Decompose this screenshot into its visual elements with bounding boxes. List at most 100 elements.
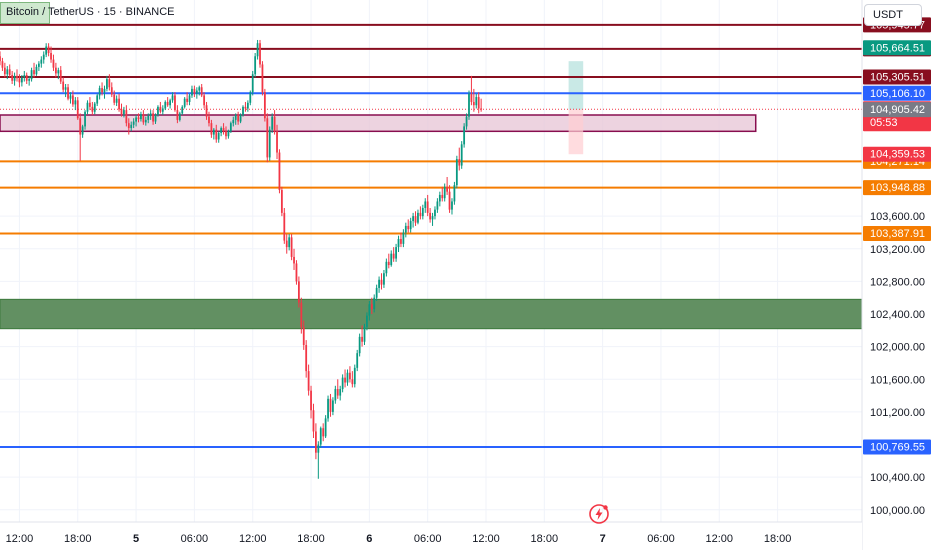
candle-body	[463, 126, 466, 145]
currency-selector[interactable]: USDT	[864, 4, 922, 26]
candle-body	[477, 97, 480, 109]
candle-body	[341, 377, 344, 390]
candle-body	[127, 123, 130, 129]
candle-body	[154, 115, 157, 122]
candle-body	[397, 238, 400, 248]
candle-body	[149, 113, 152, 116]
candle-body	[280, 190, 283, 213]
candle-body	[327, 398, 329, 419]
candle-body	[84, 111, 86, 127]
candle-body	[52, 59, 55, 68]
candle-body	[45, 46, 48, 55]
candle-body	[81, 126, 84, 135]
candle-body	[363, 327, 366, 342]
candle-body	[453, 185, 456, 202]
candle-body	[91, 106, 94, 112]
price-level-badge: 103,948.88	[870, 182, 925, 194]
candle-body	[273, 116, 276, 132]
candle-body	[203, 95, 206, 106]
candle-body	[339, 389, 342, 396]
symbol-highlight	[0, 2, 50, 24]
candle-body	[79, 118, 82, 135]
y-tick-label: 100,400.00	[870, 472, 925, 484]
candle-body	[310, 390, 312, 411]
price-badge-countdown: 05:53	[870, 117, 898, 129]
candle-body	[407, 225, 410, 230]
candle-body	[315, 431, 317, 453]
candle-body	[64, 87, 67, 90]
candle-body	[424, 201, 427, 208]
candle-body	[419, 212, 422, 217]
candle-body	[276, 131, 278, 153]
candle-body	[3, 67, 6, 75]
x-tick-label: 12:00	[6, 533, 34, 545]
candle-body	[140, 114, 142, 120]
x-tick-label: 06:00	[414, 533, 442, 545]
candle-body	[404, 225, 407, 233]
candle-body	[135, 117, 137, 122]
candle-body	[227, 131, 230, 137]
candle-body	[268, 129, 271, 158]
candle-body	[13, 75, 16, 81]
candle-body	[103, 88, 106, 93]
candle-body	[210, 123, 213, 135]
candle-body	[426, 201, 429, 213]
candle-body	[229, 123, 232, 132]
y-tick-label: 103,600.00	[870, 211, 925, 223]
candle-body	[54, 67, 57, 74]
candle-body	[366, 315, 368, 328]
candle-body	[96, 95, 99, 104]
candle-body	[232, 119, 235, 124]
candle-body	[76, 100, 79, 119]
x-tick-label: 6	[366, 533, 372, 545]
candle-body	[261, 64, 264, 93]
candle-body	[244, 106, 247, 109]
candle-body	[285, 240, 288, 248]
price-badge-bg	[863, 102, 931, 118]
candle-body	[465, 116, 468, 127]
candle-body	[470, 93, 473, 102]
candle-body	[307, 371, 310, 391]
candle-body	[361, 336, 363, 342]
candle-body	[378, 279, 380, 288]
candle-body	[436, 201, 439, 210]
candle-body	[246, 102, 249, 109]
candle-body	[50, 53, 52, 60]
candle-body	[171, 95, 174, 101]
candle-body	[458, 159, 461, 166]
price-badge: 105,664.51	[870, 42, 925, 54]
candle-body	[217, 132, 220, 140]
candle-body	[6, 69, 9, 75]
symbol-title[interactable]: Bitcoin / TetherUS · 15 · BINANCE	[6, 6, 175, 18]
candle-body	[402, 232, 405, 244]
candle-body	[460, 144, 463, 166]
price-level-badge-bg	[863, 439, 931, 455]
candle-body	[392, 253, 395, 259]
candle-body	[293, 256, 295, 264]
candle-body	[351, 379, 354, 385]
candle-body	[208, 116, 210, 124]
candle-body	[332, 400, 334, 412]
y-tick-label: 101,200.00	[870, 407, 925, 419]
candle-body	[383, 273, 385, 285]
candle-body	[125, 110, 128, 124]
candle-body	[278, 152, 281, 191]
y-tick-label: 102,800.00	[870, 276, 925, 288]
candle-body	[69, 95, 72, 99]
candle-body	[322, 428, 325, 437]
candle-body	[259, 43, 261, 65]
candle-body	[305, 345, 308, 372]
candle-body	[385, 261, 388, 274]
candle-body	[47, 46, 50, 54]
lightning-alert-icon[interactable]	[588, 503, 610, 525]
candle-body	[263, 92, 266, 119]
candle-body	[191, 88, 193, 96]
position-loss-zone	[568, 109, 584, 155]
candle-body	[198, 87, 201, 91]
candle-body	[480, 108, 483, 110]
candle-body	[434, 209, 436, 217]
price-level-badge-bg	[863, 180, 931, 196]
x-tick-label: 12:00	[472, 533, 500, 545]
candle-body	[37, 63, 40, 67]
